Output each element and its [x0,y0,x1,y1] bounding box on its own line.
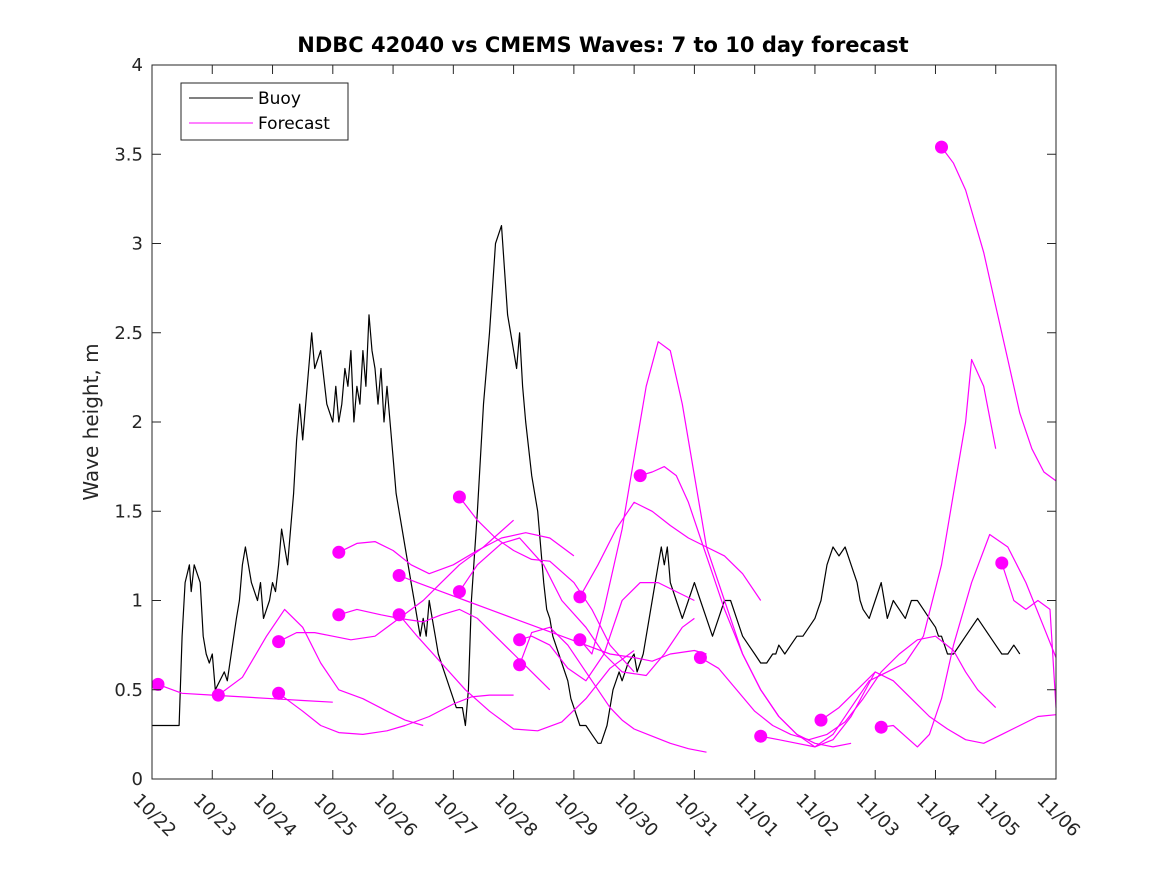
forecast-series-line-19 [881,533,1057,748]
forecast-series-line-6 [338,608,551,691]
forecast-start-marker-10 [452,585,466,599]
forecast-start-marker-1 [151,677,165,691]
forecast-start-marker-8 [392,608,406,622]
forecast-start-marker-12 [513,658,527,672]
forecast-series-line-9 [458,496,635,673]
forecast-series-line-4 [278,692,514,736]
y-axis-label: Wave height, m [79,343,103,500]
forecast-start-marker-5 [332,545,346,559]
forecast-start-marker-17 [754,729,768,743]
y-tick-label: 3.5 [114,144,143,165]
forecast-start-marker-16 [693,651,707,665]
legend-box [180,82,349,141]
forecast-start-marker-14 [573,633,587,647]
forecast-start-marker-19 [874,720,888,734]
forecast-series-line-15 [640,466,876,748]
plot-area [152,65,1056,779]
chart-title: NDBC 42040 vs CMEMS Waves: 7 to 10 day f… [297,33,908,57]
legend-label-buoy: Buoy [258,89,301,109]
y-tick-label: 0 [132,769,143,790]
forecast-start-marker-13 [573,590,587,604]
forecast-series-line-7 [398,574,707,662]
forecast-start-marker-3 [272,635,286,649]
forecast-series-line-20 [941,146,1057,482]
forecast-start-marker-9 [452,490,466,504]
forecast-series-line-17 [760,358,997,748]
forecast-start-marker-6 [332,608,346,622]
series-layer [152,146,1057,753]
forecast-series-line-10 [458,537,695,677]
forecast-series-line-18 [820,671,1057,744]
forecast-series-line-13 [579,501,762,601]
forecast-start-marker-15 [633,469,647,483]
forecast-start-marker-21 [995,556,1009,570]
forecast-series-line-11 [519,581,695,682]
forecast-series-line-21 [1001,562,1057,708]
y-tick-label: 1 [132,591,143,612]
y-tick-label: 2 [132,412,143,433]
forecast-series-line-16 [700,635,997,741]
buoy-series-line [152,225,1021,744]
y-tick-label: 1.5 [114,501,143,522]
forecast-series-line-5 [338,532,575,575]
marker-layer [151,140,1009,743]
y-tick-label: 3 [132,234,143,255]
legend: Buoy Forecast [180,82,349,141]
forecast-start-marker-18 [814,713,828,727]
forecast-series-line-1 [157,683,333,703]
forecast-start-marker-20 [935,140,948,154]
forecast-start-marker-7 [392,569,406,582]
y-tick-label: 2.5 [114,323,143,344]
forecast-series-line-8 [398,614,635,732]
legend-label-forecast: Forecast [258,114,330,134]
y-tick-label: 0.5 [114,680,143,701]
forecast-series-line-2 [217,608,424,727]
forecast-start-marker-11 [513,633,527,647]
forecast-start-marker-2 [211,688,225,702]
forecast-series-line-3 [278,519,514,643]
y-tick-label: 4 [132,55,143,76]
forecast-start-marker-4 [272,686,286,700]
forecast-series-line-12 [519,626,707,753]
